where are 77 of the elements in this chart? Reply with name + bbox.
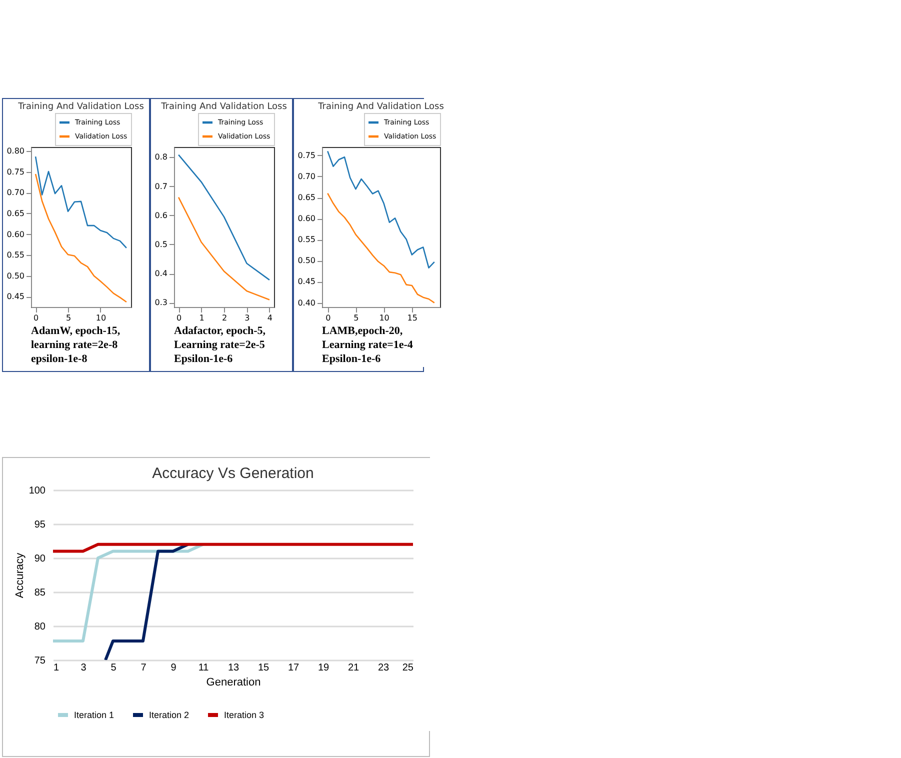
y-tick-label: 85 [34,588,46,598]
text: LAMB,epoch-20, [322,325,403,337]
x-tick-label: 0 [176,314,182,322]
x-tick-label: 4 [267,314,272,322]
y-tick-label: 0.75 [6,167,24,176]
chart-title: Training And Validation Loss [317,102,444,112]
x-tick-label: 1 [54,662,60,674]
y-tick-label: 0.45 [6,292,24,302]
y-tick-label: 0.70 [6,188,24,198]
y-tick-label: 90 [34,554,46,564]
x-tick-label: 25 [402,662,414,674]
x-tick-label: 23 [378,662,390,674]
x-tick-label: 19 [318,662,330,674]
y-tick-label: 0.65 [298,193,316,202]
x-tick-label: 7 [140,662,147,674]
text: Epsilon-1e-6 [322,353,382,365]
x-tick-label: 21 [348,662,360,674]
y-tick-label: 0.50 [298,256,316,266]
x-tick-label: 10 [379,314,390,322]
y-tick-label: 0.55 [298,235,316,244]
y-tick-label: 0.60 [298,214,316,224]
text: epsilon-1e-8 [31,353,88,365]
text: Adafactor, epoch-5, [174,325,266,337]
line-series [326,150,436,268]
chart-title: Accuracy Vs Generation [152,465,314,482]
y-tick-label: 0.40 [298,298,316,308]
line-series [178,196,270,300]
x-tick-label: 3 [80,662,87,674]
y-tick-label: 0.80 [6,146,24,156]
y-tick-label: 0.3 [154,298,168,308]
line-series [326,192,436,304]
x-tick-label: 5 [110,662,117,674]
x-tick-label: 1 [199,314,204,322]
x-tick-label: 11 [198,662,210,674]
y-tick-label: 0.5 [154,240,168,249]
x-tick-label: 3 [244,314,250,322]
y-tick-label: 0.70 [298,172,316,181]
legend-label: Iteration 3 [224,710,264,720]
legend-label: Iteration 1 [74,710,114,720]
x-tick-label: 13 [228,662,240,674]
x-axis-title: Generation [206,676,261,688]
y-tick-label: 75 [34,656,46,666]
y-tick-label: 0.6 [154,210,168,220]
y-tick-label: 0.4 [154,269,168,278]
y-axis-title: Accuracy [14,552,26,598]
x-tick-label: 9 [170,662,177,674]
x-tick-label: 0 [326,314,331,322]
y-tick-label: 0.75 [298,150,316,160]
text: Learning rate=2e-5 [174,339,266,351]
y-tick-label: 0.7 [154,182,168,191]
y-tick-label: 80 [34,622,46,632]
y-tick-label: 0.8 [154,152,168,162]
y-tick-label: 0.65 [6,208,24,218]
y-tick-label: 95 [34,520,46,530]
x-tick-label: 15 [407,314,418,322]
x-tick-label: 5 [66,314,72,322]
y-tick-label: 100 [28,486,46,496]
chart-title: Training And Validation Loss [160,102,288,112]
text: AdamW, epoch-15, [31,325,120,337]
x-tick-label: 0 [34,314,39,322]
y-tick-label: 0.50 [6,271,24,280]
text: learning rate=2e-8 [31,339,118,351]
text: Learning rate=1e-4 [322,339,414,351]
line-series [34,173,128,303]
x-tick-label: 10 [96,314,106,322]
text: Epsilon-1e-6 [174,353,234,365]
x-tick-label: 15 [258,662,270,674]
y-tick-label: 0.60 [6,230,24,239]
y-tick-label: 0.55 [6,250,24,260]
x-tick-label: 5 [354,314,359,322]
line-series [34,156,128,249]
line-series [178,154,270,281]
legend-label: Iteration 2 [149,710,190,720]
x-tick-label: 17 [288,662,300,674]
y-tick-label: 0.45 [298,277,316,286]
x-tick-label: 2 [222,314,228,322]
chart-title: Training And Validation Loss [17,102,144,112]
